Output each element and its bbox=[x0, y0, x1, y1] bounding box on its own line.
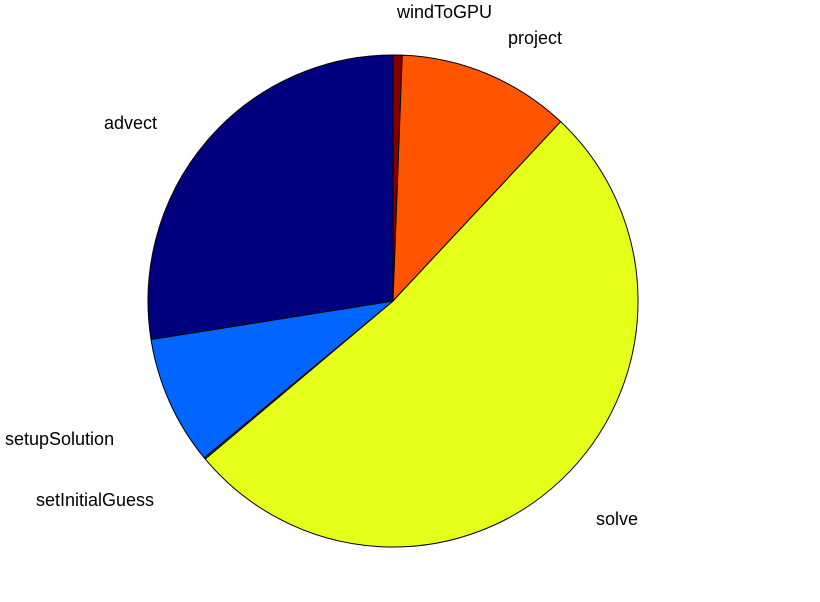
slice-label-solve: solve bbox=[596, 509, 638, 529]
pie-slice-setupsolution bbox=[150, 300, 395, 459]
pie-slices bbox=[147, 54, 639, 548]
pie-labels: windToGPU project solve setInitialGuess … bbox=[5, 2, 638, 529]
slice-label-setinitialguess: setInitialGuess bbox=[36, 490, 154, 510]
slice-label-project: project bbox=[508, 28, 562, 48]
slice-label-setupsolution: setupSolution bbox=[5, 429, 114, 449]
pie-slice-advect bbox=[147, 54, 394, 341]
pie-slice-solve bbox=[204, 120, 639, 548]
slice-label-advect: advect bbox=[104, 113, 157, 133]
pie-slice-project bbox=[392, 54, 562, 303]
slice-label-windtogpu: windToGPU bbox=[396, 2, 492, 22]
